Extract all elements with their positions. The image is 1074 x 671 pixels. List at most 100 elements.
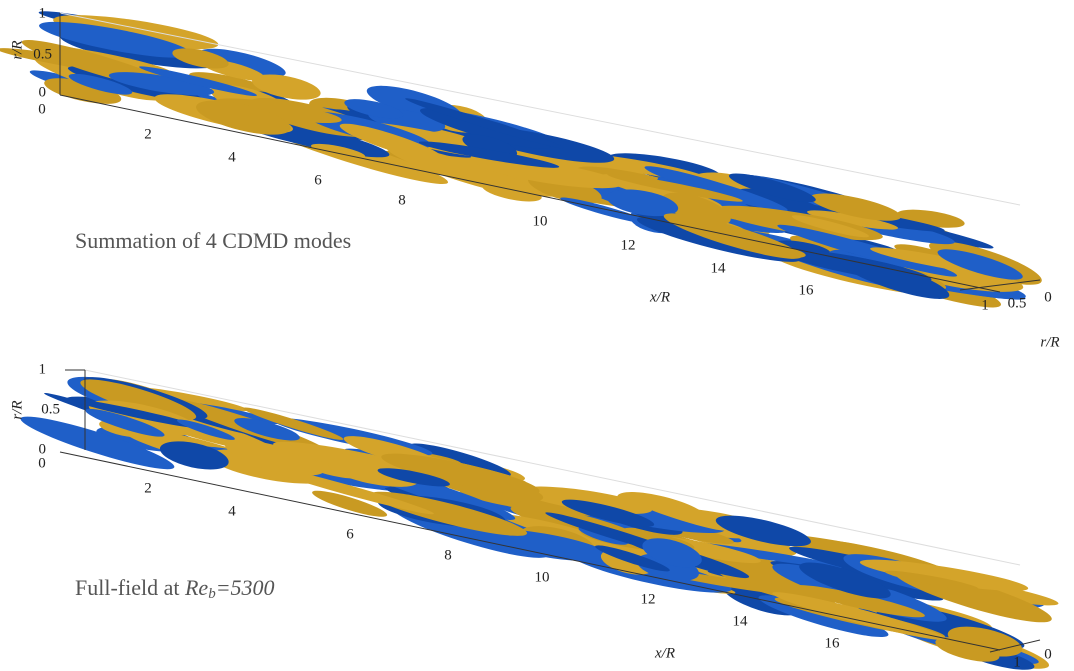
x-origin-label: 0 <box>38 101 46 117</box>
isosurface <box>728 173 816 203</box>
x-tick-label: 4 <box>228 503 236 519</box>
depth-axis <box>989 639 1041 653</box>
isosurface <box>799 562 891 599</box>
isosurface <box>896 209 965 228</box>
r-label: r/R <box>9 40 25 59</box>
isosurface <box>196 100 291 135</box>
isosurface <box>859 559 1029 591</box>
isosurface <box>839 257 950 299</box>
x-axis <box>59 94 1001 293</box>
isosurface <box>405 98 565 149</box>
depth-tick-label: 0 <box>1044 646 1052 662</box>
isosurface <box>159 441 229 470</box>
caption-text: =5300 <box>216 575 275 600</box>
isosurface <box>606 189 679 217</box>
isosurface <box>715 515 811 547</box>
isosurface <box>234 418 300 441</box>
isosurface <box>810 193 902 221</box>
isosurface <box>420 108 551 149</box>
x-tick-label: 6 <box>314 172 322 188</box>
isosurface <box>561 499 655 527</box>
isosurface <box>312 490 388 517</box>
isosurface <box>409 443 511 477</box>
isosurface <box>252 74 321 100</box>
x-tick-label: 16 <box>799 282 815 298</box>
x-tick-label: 8 <box>444 547 452 563</box>
isosurface <box>224 439 325 476</box>
x-tick-label: 14 <box>733 613 749 629</box>
isosurface <box>310 143 366 159</box>
r-tick-label: 1 <box>39 361 47 377</box>
depth-tick-label: 0.5 <box>1008 295 1027 311</box>
x-label: x/R <box>654 645 675 661</box>
isosurface <box>213 98 342 124</box>
r-tick-label: 0 <box>39 84 47 100</box>
isosurface <box>53 15 219 50</box>
isosurface <box>473 528 612 562</box>
x-tick-label: 8 <box>398 192 406 208</box>
isosurface <box>807 210 899 230</box>
isosurface <box>792 585 925 618</box>
x-tick-label: 14 <box>711 260 727 276</box>
tube <box>20 376 1059 670</box>
isosurface <box>625 495 730 531</box>
isosurface <box>139 66 257 96</box>
caption-text: Full-field at <box>75 575 185 600</box>
isosurface <box>644 166 788 212</box>
box-edge <box>59 12 1021 206</box>
isosurface <box>328 458 419 487</box>
isosurface <box>884 570 979 590</box>
x-tick-label: 10 <box>535 569 550 585</box>
isosurface <box>176 419 235 440</box>
isosurface <box>199 48 286 78</box>
x-tick-label: 4 <box>228 149 236 165</box>
caption-sub: b <box>208 586 216 602</box>
isosurface <box>44 78 122 104</box>
isosurface <box>377 468 450 487</box>
r-tick-label: 0.5 <box>41 401 60 417</box>
isosurface <box>381 453 540 495</box>
x-axis <box>59 451 1001 651</box>
isosurface <box>661 192 731 226</box>
r-tick-label: 1 <box>39 5 47 21</box>
x-label: x/R <box>649 289 670 305</box>
isosurface <box>243 407 344 440</box>
r-tick-label: 0 <box>39 441 47 457</box>
isosurface <box>72 399 202 429</box>
isosurface <box>172 48 229 69</box>
depth-tick-label: 1 <box>1013 654 1021 670</box>
isosurface <box>476 158 622 189</box>
tube <box>0 11 1042 308</box>
depth-tick-label: 1 <box>981 297 989 313</box>
depth-tick-label: 0 <box>1044 289 1052 305</box>
depth-axis <box>959 279 1041 291</box>
x-origin-label: 0 <box>38 455 46 471</box>
isosurface <box>937 249 1023 280</box>
x-tick-label: 12 <box>641 591 656 607</box>
isosurface <box>462 134 518 159</box>
isosurface <box>772 592 946 640</box>
box-edge <box>84 369 1021 566</box>
x-tick-label: 2 <box>144 480 152 496</box>
depth-label: r/R <box>1040 334 1059 350</box>
isosurface <box>520 486 653 515</box>
isosurface <box>80 379 197 421</box>
isosurface <box>39 21 193 58</box>
isosurface <box>108 72 215 96</box>
x-tick-label: 6 <box>346 526 354 542</box>
caption: Summation of 4 CDMD modes <box>75 228 351 253</box>
isosurface <box>20 416 175 470</box>
isosurface <box>791 215 869 238</box>
x-tick-label: 2 <box>144 126 152 142</box>
isosurface <box>418 141 560 168</box>
isosurface <box>371 491 528 536</box>
isosurface <box>344 99 404 119</box>
x-tick-label: 10 <box>533 213 548 229</box>
isosurface <box>257 464 434 515</box>
x-tick-label: 12 <box>621 237 636 253</box>
caption: Full-field at Reb=5300 <box>75 575 275 602</box>
isosurface <box>642 538 702 568</box>
isosurface <box>68 73 133 95</box>
